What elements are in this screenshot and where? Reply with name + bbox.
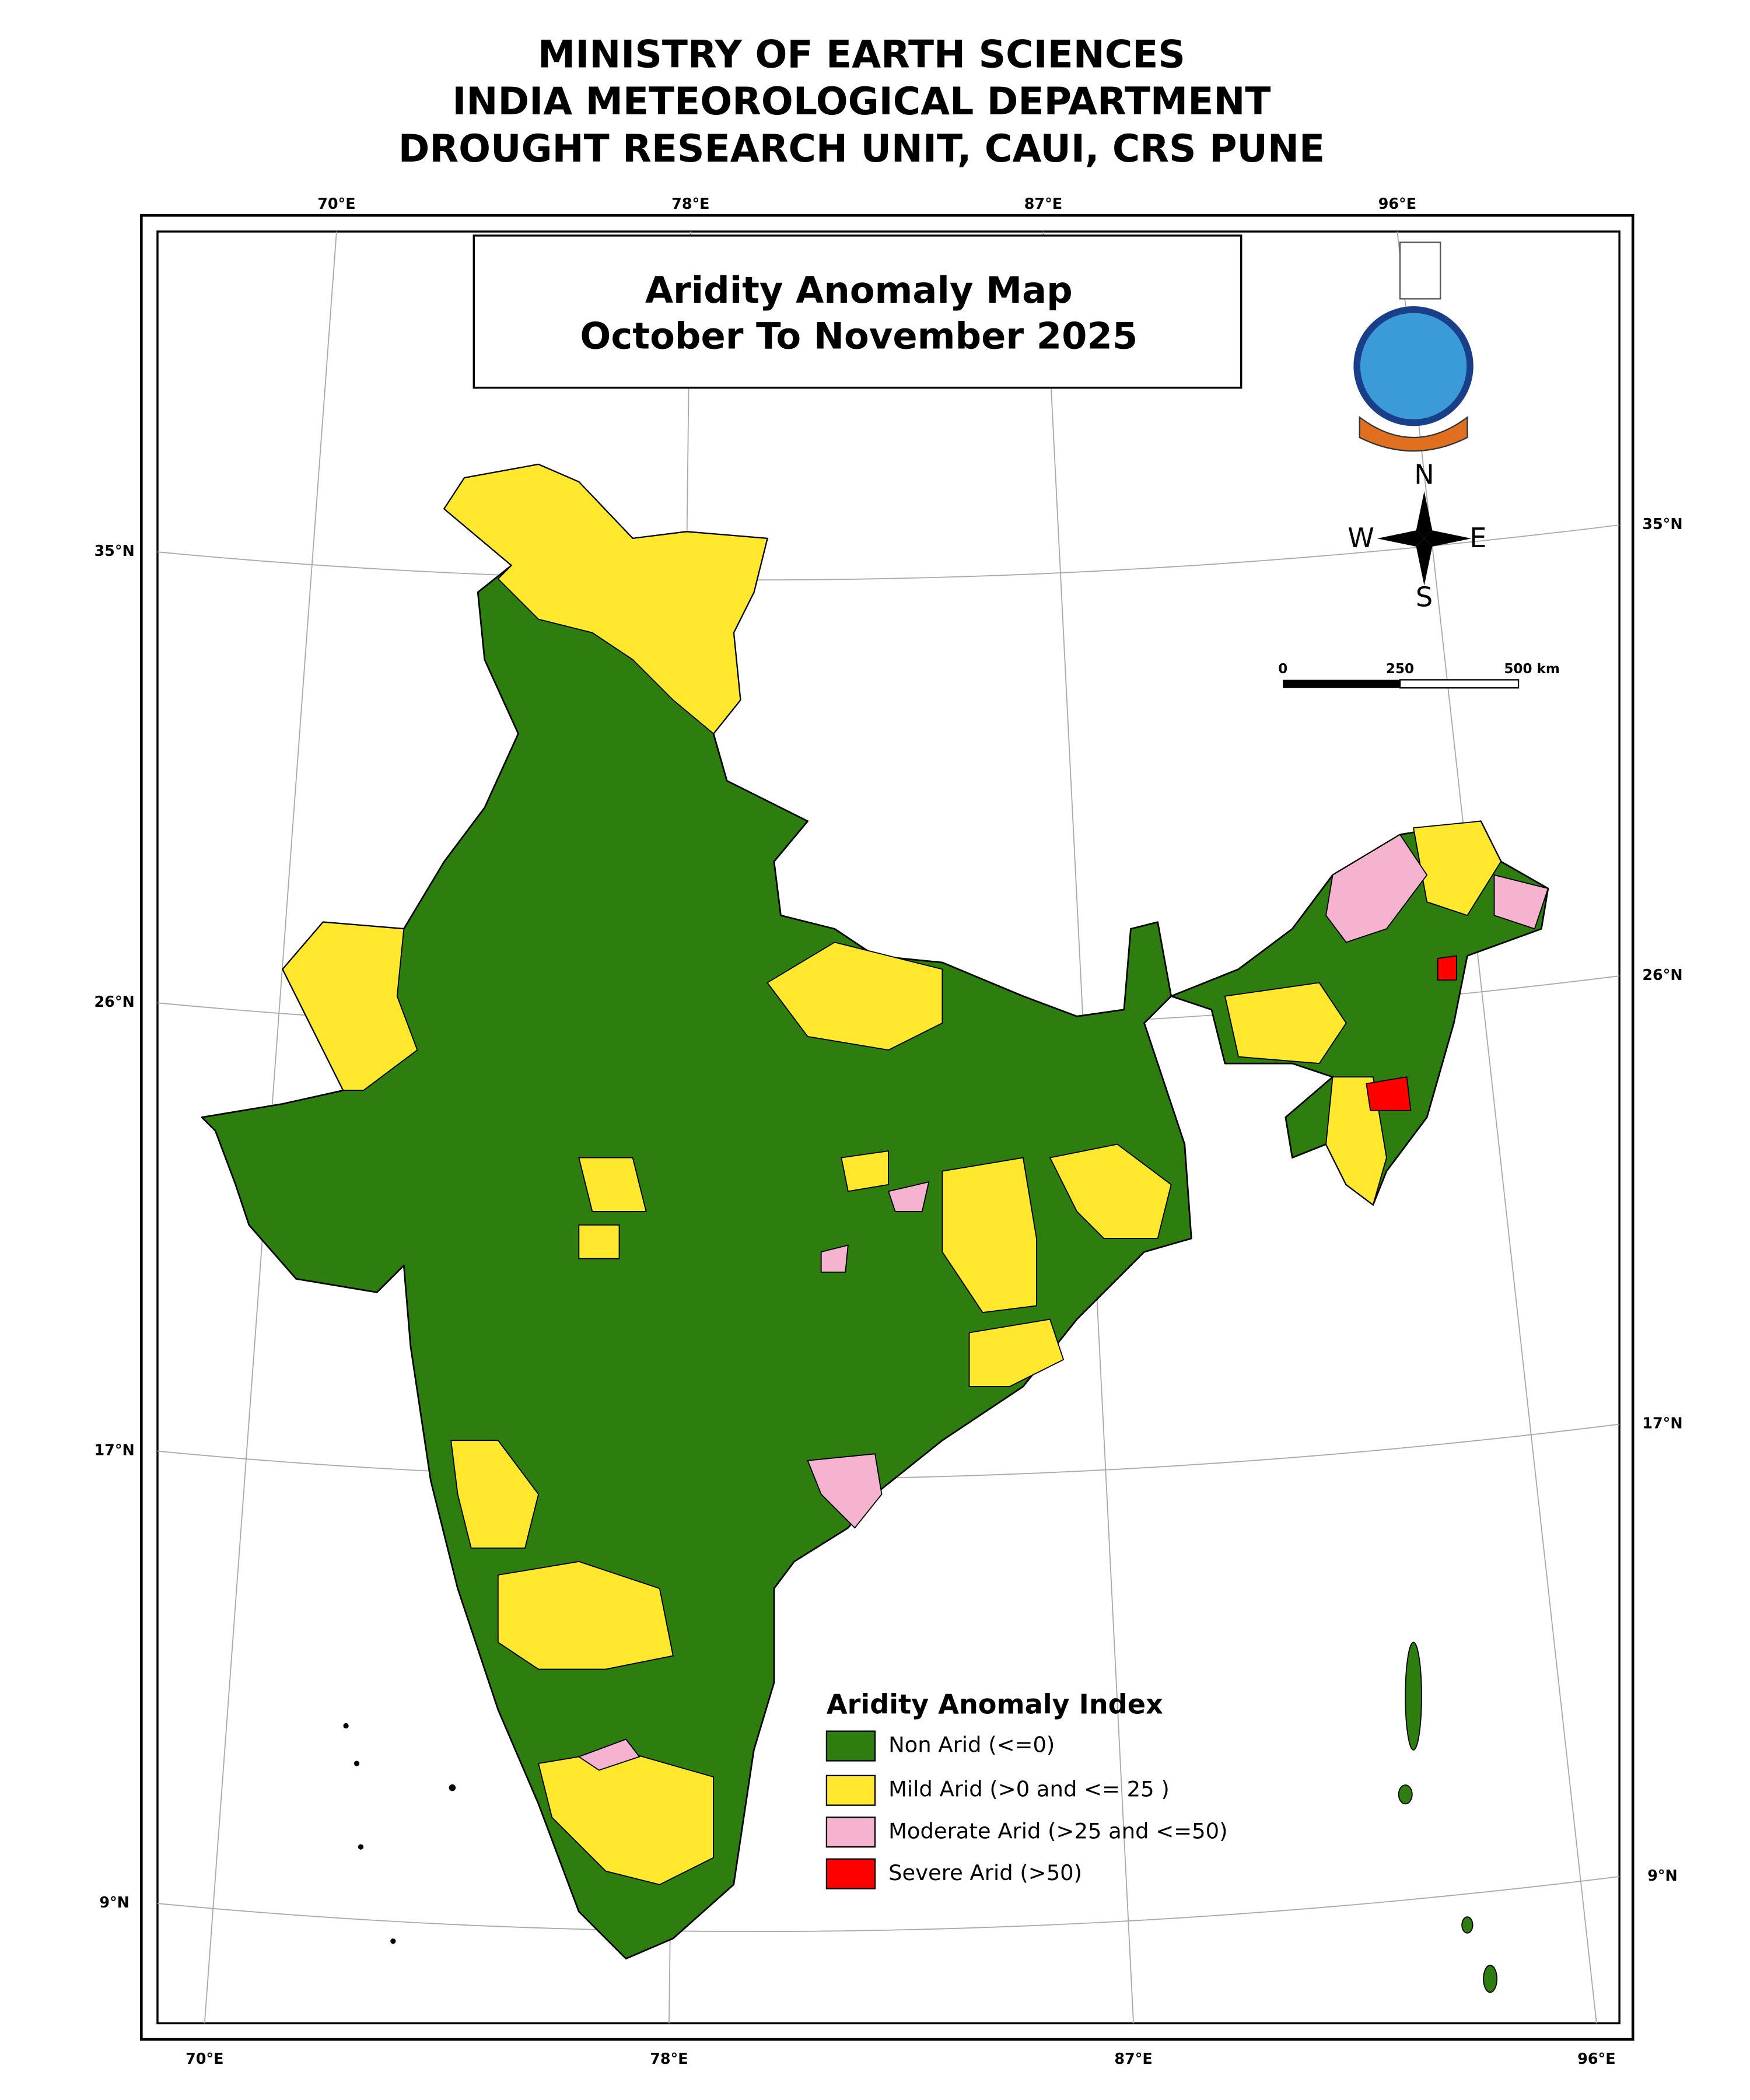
coordinate-label: 26°N <box>94 993 135 1010</box>
coordinate-labels: 70°E 78°E 87°E 96°E 70°E 78°E 87°E 96°E 35°N 26°N… <box>94 195 1683 2067</box>
island <box>1398 1784 1413 1805</box>
parallel <box>157 1876 1620 1933</box>
island <box>1405 1642 1422 1751</box>
region <box>820 1244 849 1273</box>
scale-segment <box>1399 679 1520 689</box>
region <box>443 464 768 735</box>
region <box>497 1560 674 1670</box>
island <box>390 1938 396 1944</box>
region <box>1437 955 1457 981</box>
compass-label: S <box>1416 581 1433 612</box>
coordinate-label: 70°E <box>186 2050 223 2067</box>
compass-label: W <box>1348 522 1374 554</box>
scale-bar: 0 250 500 km <box>1278 662 1560 689</box>
island <box>1483 1965 1498 1993</box>
coordinate-label: 78°E <box>650 2050 688 2067</box>
legend-label: Moderate Arid (>25 and <=50) <box>888 1818 1227 1843</box>
ribbon <box>1359 416 1468 452</box>
emblem <box>1353 306 1474 426</box>
coordinate-label: 70°E <box>317 195 355 212</box>
region <box>282 921 418 1091</box>
region <box>1224 982 1347 1065</box>
scale-segment <box>1283 680 1400 688</box>
island <box>358 1844 364 1850</box>
legend-title: Aridity Anomaly Index <box>827 1689 1163 1720</box>
header-line: DROUGHT RESEARCH UNIT, CAUI, CRS PUNE <box>398 127 1325 171</box>
compass-arrow <box>1377 530 1424 547</box>
island <box>1461 1916 1474 1934</box>
coordinate-label: 9°N <box>99 1894 130 1911</box>
legend: Aridity Anomaly Index Non Arid (<=0) Mild… <box>825 1689 1228 1889</box>
coordinate-label: 87°E <box>1024 195 1062 212</box>
map-frame-inner <box>156 230 1620 2025</box>
map-subtitle: October To November 2025 <box>580 315 1138 358</box>
coordinate-label: 96°E <box>1577 2050 1615 2067</box>
compass-label: N <box>1414 459 1434 490</box>
coordinate-label: 35°N <box>94 542 135 559</box>
region <box>1412 820 1502 916</box>
coordinate-label: 35°N <box>1642 515 1682 533</box>
island <box>354 1760 360 1766</box>
legend-swatch <box>825 1817 876 1848</box>
region <box>1366 1076 1412 1111</box>
region <box>578 1157 647 1212</box>
parallel <box>157 524 1620 581</box>
header-line: INDIA METEOROLOGICAL DEPARTMENT <box>452 80 1270 124</box>
region <box>1049 1143 1172 1239</box>
legend-swatch <box>825 1774 876 1806</box>
island <box>449 1784 456 1791</box>
coordinate-label: 9°N <box>1647 1867 1678 1884</box>
legend-label: Mild Arid (>0 and <= 25 ) <box>888 1777 1170 1802</box>
region <box>942 1157 1037 1313</box>
coordinate-label: 78°E <box>671 195 709 212</box>
india-map <box>201 463 1549 1993</box>
header-line: MINISTRY OF EARTH SCIENCES <box>538 33 1185 76</box>
region <box>450 1440 540 1549</box>
emblem <box>1399 242 1441 300</box>
logo <box>1353 242 1474 452</box>
legend-label: Non Arid (<=0) <box>888 1732 1055 1758</box>
region <box>578 1224 620 1259</box>
legend-swatch <box>825 1858 876 1889</box>
coordinate-label: 96°E <box>1378 195 1416 212</box>
coordinate-label: 87°E <box>1114 2050 1152 2067</box>
coordinate-label: 17°N <box>94 1441 135 1459</box>
map-frame-outer <box>140 214 1634 2041</box>
region <box>887 1181 930 1212</box>
map-title: Aridity Anomaly Map <box>645 269 1073 312</box>
compass-arrow <box>1416 491 1433 539</box>
region <box>766 942 943 1051</box>
region <box>1493 874 1549 930</box>
coordinate-label: 17°N <box>1642 1415 1682 1432</box>
compass-arrow <box>1424 530 1472 547</box>
region <box>841 1150 889 1192</box>
island <box>343 1723 349 1729</box>
region <box>1325 834 1428 943</box>
title-box <box>473 235 1242 389</box>
scale-label: 500 km <box>1504 662 1560 677</box>
region <box>578 1738 640 1771</box>
legend-swatch <box>825 1730 876 1762</box>
scale-label: 250 <box>1386 662 1414 677</box>
compass-arrow <box>1416 538 1433 586</box>
scale-label: 0 <box>1278 662 1287 677</box>
compass-label: E <box>1469 522 1486 554</box>
region <box>968 1318 1065 1387</box>
region <box>807 1453 883 1529</box>
coordinate-label: 26°N <box>1642 966 1682 984</box>
compass: N E S W <box>1348 459 1486 612</box>
legend-label: Severe Arid (>50) <box>888 1860 1082 1885</box>
